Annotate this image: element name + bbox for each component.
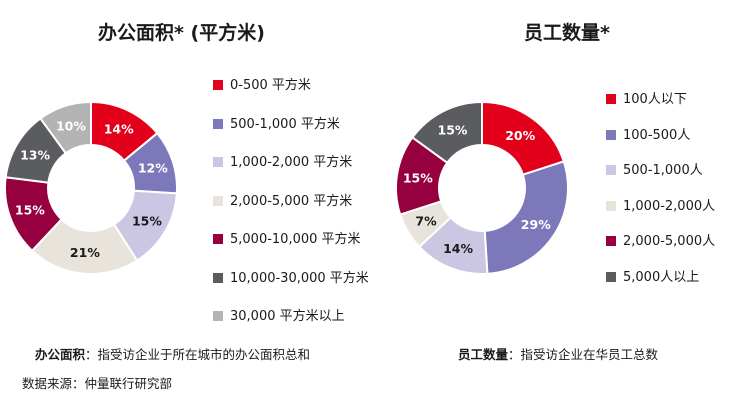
legend-swatch bbox=[606, 200, 616, 211]
slice-percent-label: 15% bbox=[15, 203, 45, 218]
legend-label: 100-500人 bbox=[623, 127, 691, 143]
office-area-donut-chart: 14% 12% 15% 21% 15% 13% 10% bbox=[4, 100, 178, 275]
data-source-note: 数据来源：仲量联行研究部 bbox=[22, 376, 173, 391]
slice-percent-label: 14% bbox=[104, 122, 134, 137]
employee-count-donut-chart: 20% 29% 14% 7% 15% 15% bbox=[395, 100, 569, 275]
slice-percent-label: 12% bbox=[138, 160, 168, 175]
legend-swatch bbox=[213, 272, 223, 283]
donut-slice bbox=[483, 160, 569, 275]
office-area-footnote: 办公面积：指受访企业于所在城市的办公面积总和 bbox=[35, 344, 310, 363]
legend-label: 1,000-2,000人 bbox=[623, 198, 716, 214]
legend-swatch bbox=[606, 129, 616, 140]
slice-percent-label: 21% bbox=[70, 245, 100, 260]
employee-count-chart-title: 员工数量* bbox=[524, 22, 610, 44]
legend-swatch bbox=[213, 234, 223, 244]
slice-percent-label: 15% bbox=[403, 170, 433, 185]
legend-swatch bbox=[213, 157, 223, 167]
slice-percent-label: 15% bbox=[438, 123, 468, 138]
legend-label: 30,000 平方米以上 bbox=[230, 309, 345, 324]
legend-label: 5,000-10,000 平方米 bbox=[230, 232, 361, 247]
slice-percent-label: 13% bbox=[20, 147, 50, 162]
legend-swatch bbox=[606, 271, 616, 282]
footnote-text: ：指受访企业在华员工总数 bbox=[508, 347, 659, 362]
slice-percent-label: 20% bbox=[505, 128, 535, 143]
legend-label: 2,000-5,000 平方米 bbox=[230, 193, 353, 209]
legend-swatch bbox=[213, 80, 223, 90]
office-area-chart-title: 办公面积* (平方米) bbox=[98, 22, 265, 44]
employee-count-footnote: 员工数量：指受访企业在华员工总数 bbox=[458, 344, 658, 363]
legend-label: 5,000人以上 bbox=[623, 269, 700, 285]
donut-slice bbox=[411, 100, 483, 165]
slice-percent-label: 10% bbox=[56, 119, 86, 134]
legend-swatch bbox=[606, 165, 616, 175]
donut-slice bbox=[39, 100, 92, 155]
slice-percent-label: 29% bbox=[521, 217, 551, 232]
legend-label: 10,000-30,000 平方米 bbox=[230, 270, 369, 286]
legend-label: 100人以下 bbox=[623, 92, 687, 107]
legend-label: 500-1,000 平方米 bbox=[230, 116, 340, 132]
legend-label: 500-1,000人 bbox=[623, 163, 703, 178]
footnote-term: 员工数量 bbox=[458, 347, 509, 362]
legend-label: 0-500 平方米 bbox=[230, 78, 311, 93]
legend-swatch bbox=[606, 236, 616, 246]
slice-percent-label: 14% bbox=[443, 241, 473, 256]
legend-swatch bbox=[606, 94, 616, 104]
legend-label: 1,000-2,000 平方米 bbox=[230, 155, 353, 170]
legend-swatch bbox=[213, 311, 223, 321]
legend-label: 2,000-5,000人 bbox=[623, 234, 716, 249]
slice-percent-label: 7% bbox=[415, 214, 437, 229]
footnote-text: ：指受访企业于所在城市的办公面积总和 bbox=[85, 347, 311, 362]
footnote-term: 办公面积 bbox=[35, 347, 86, 362]
slice-percent-label: 15% bbox=[132, 214, 162, 229]
legend-swatch bbox=[213, 195, 223, 206]
legend-swatch bbox=[213, 118, 223, 129]
